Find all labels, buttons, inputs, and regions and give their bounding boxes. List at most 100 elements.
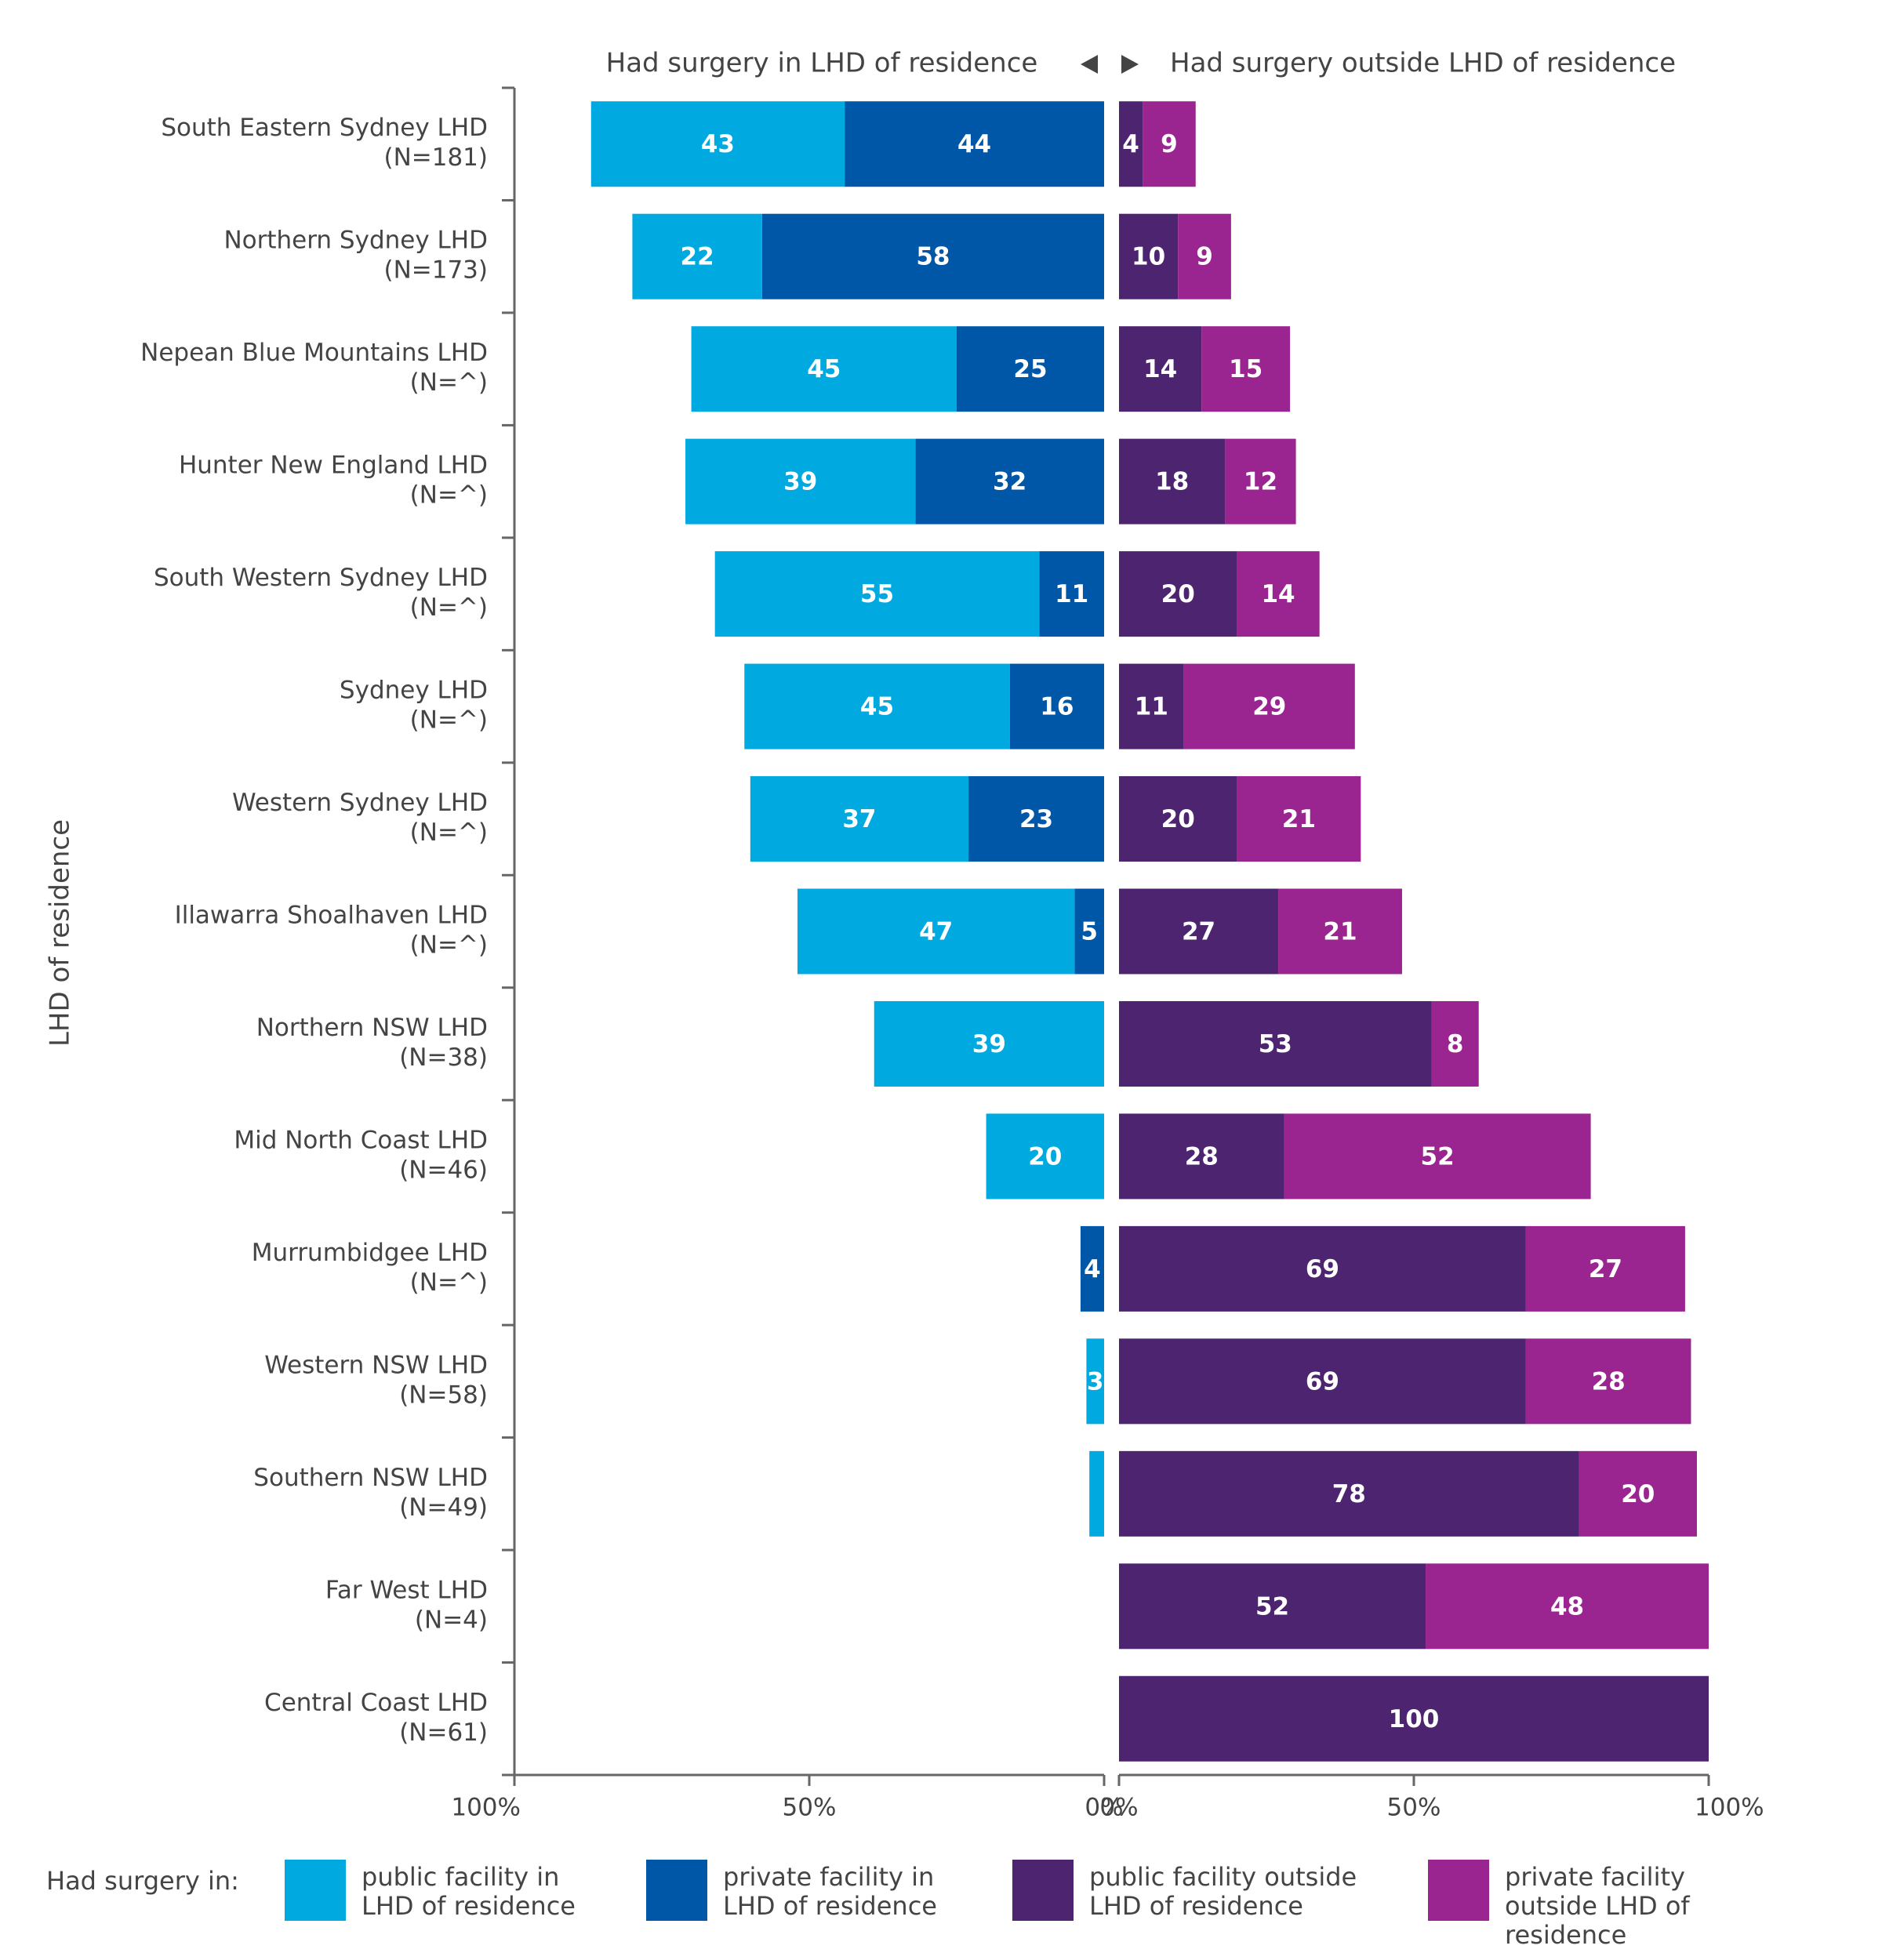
data-label: 16 — [1040, 693, 1074, 721]
bar-segment — [1237, 776, 1361, 862]
category-note: (N=^) — [410, 593, 488, 622]
bar-segment — [1119, 776, 1237, 862]
data-label: 12 — [1244, 468, 1277, 496]
bar-segment — [1119, 101, 1143, 187]
data-label: 52 — [1421, 1142, 1455, 1171]
data-label: 14 — [1143, 355, 1177, 383]
data-label: 20 — [1028, 1142, 1062, 1171]
data-label: 11 — [1135, 693, 1168, 721]
data-label: 47 — [919, 918, 953, 946]
category-label: Western Sydney LHD — [232, 789, 488, 817]
bar-segment — [845, 101, 1104, 187]
bar-segment — [744, 663, 1010, 750]
category-note: (N=4) — [415, 1606, 488, 1634]
data-label: 11 — [1055, 580, 1088, 608]
data-label: 28 — [1592, 1367, 1626, 1396]
category-label: Illawarra Shoalhaven LHD — [175, 902, 488, 930]
x-tick-label: 100% — [451, 1794, 521, 1822]
data-label: 44 — [957, 130, 991, 158]
data-label: 10 — [1132, 243, 1165, 271]
data-label: 22 — [681, 243, 714, 271]
category-label: Sydney LHD — [340, 677, 488, 705]
x-tick-label: 100% — [1695, 1794, 1764, 1822]
data-label: 3 — [1087, 1367, 1104, 1396]
bar-segment — [1431, 1000, 1479, 1087]
data-label: 55 — [860, 580, 894, 608]
bar-segment — [1119, 1450, 1579, 1537]
bar-segment — [1089, 1450, 1104, 1537]
data-label: 69 — [1306, 1255, 1339, 1283]
bar-segment — [1183, 663, 1355, 750]
data-label: 32 — [993, 468, 1026, 496]
legend-label: public facility in LHD of residence — [362, 1862, 576, 1921]
category-note: (N=173) — [383, 256, 488, 285]
data-label: 21 — [1323, 918, 1357, 946]
data-label: 9 — [1161, 130, 1178, 158]
bar-segment — [1119, 1225, 1526, 1312]
legend-label: private facility in LHD of residence — [723, 1862, 937, 1921]
legend: Had surgery in: public facility in LHD o… — [46, 1860, 1850, 1950]
bar-segment — [1119, 1563, 1426, 1650]
bar-segment — [1278, 888, 1402, 975]
bar-segment — [1284, 1113, 1591, 1200]
bar-segment — [750, 776, 969, 862]
data-label: 20 — [1161, 805, 1195, 833]
header-right: Had surgery outside LHD of residence — [1170, 48, 1676, 79]
data-label: 14 — [1261, 580, 1295, 608]
data-label: 37 — [842, 805, 876, 833]
data-label: 45 — [860, 693, 894, 721]
category-label: South Western Sydney LHD — [154, 564, 488, 592]
legend-swatch — [285, 1860, 346, 1921]
bar-segment — [1119, 326, 1202, 412]
bar-segment — [1119, 1113, 1284, 1200]
data-label: 9 — [1196, 243, 1213, 271]
data-label: 20 — [1621, 1480, 1655, 1508]
bar-segment — [1119, 1675, 1709, 1762]
data-label: 4 — [1084, 1255, 1101, 1283]
data-label: 39 — [972, 1030, 1006, 1058]
y-axis-title: LHD of residence — [45, 819, 76, 1047]
legend-swatch — [646, 1860, 707, 1921]
legend-swatch — [1012, 1860, 1074, 1921]
bar-segment — [1579, 1450, 1697, 1537]
bar-segment — [1074, 888, 1104, 975]
bar-segment — [1426, 1563, 1709, 1650]
data-label: 52 — [1255, 1592, 1289, 1621]
data-label: 100 — [1389, 1705, 1440, 1733]
bar-segment — [986, 1113, 1104, 1200]
bar-segment — [1119, 1000, 1432, 1087]
category-note: (N=^) — [410, 481, 488, 510]
category-label: Southern NSW LHD — [253, 1464, 488, 1492]
bar-segment — [1525, 1338, 1691, 1425]
bar-segment — [632, 213, 762, 299]
arrow-left — [1081, 55, 1098, 74]
data-label: 78 — [1332, 1480, 1366, 1508]
data-label: 29 — [1252, 693, 1286, 721]
category-note: (N=61) — [399, 1719, 488, 1747]
category-note: (N=^) — [410, 931, 488, 960]
category-note: (N=181) — [383, 143, 488, 172]
data-label: 58 — [916, 243, 950, 271]
bar-segment — [1143, 101, 1196, 187]
legend-title: Had surgery in: — [46, 1866, 239, 1896]
category-label: Northern NSW LHD — [256, 1014, 488, 1042]
data-label: 18 — [1155, 468, 1189, 496]
data-label: 20 — [1161, 580, 1195, 608]
x-tick-label: 0% — [1085, 1794, 1123, 1822]
bar-segment — [590, 101, 845, 187]
category-label: Murrumbidgee LHD — [252, 1239, 488, 1267]
bar-segment — [1080, 1225, 1104, 1312]
bar-segment — [1119, 551, 1237, 637]
data-label: 69 — [1306, 1367, 1339, 1396]
category-label: Far West LHD — [325, 1576, 488, 1604]
data-label: 15 — [1229, 355, 1263, 383]
data-label: 25 — [1013, 355, 1047, 383]
x-tick-label: 50% — [783, 1794, 837, 1822]
category-note: (N=49) — [399, 1494, 488, 1522]
bar-segment — [797, 888, 1075, 975]
category-label: Northern Sydney LHD — [223, 227, 488, 255]
category-note: (N=46) — [399, 1156, 488, 1184]
category-note: (N=58) — [399, 1381, 488, 1409]
bar-segment — [1237, 551, 1320, 637]
